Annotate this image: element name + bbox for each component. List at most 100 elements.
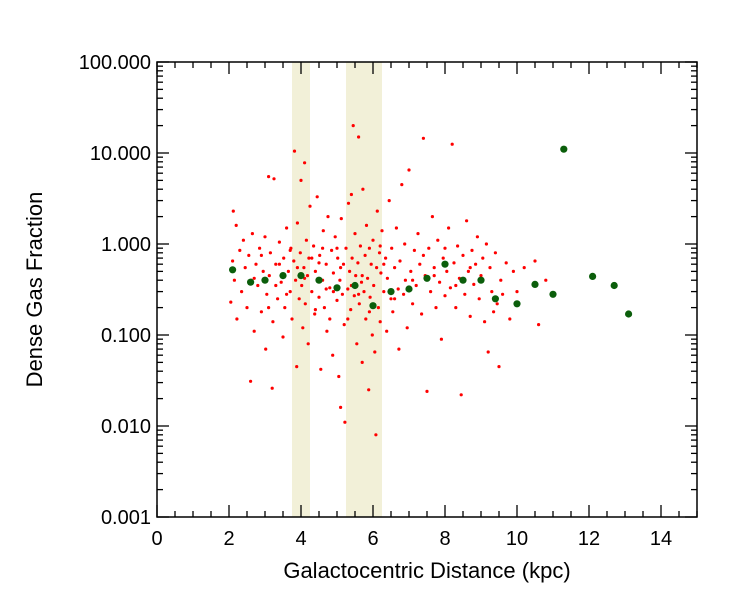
y-tick-label: 100.000	[79, 52, 151, 74]
green-point-3	[279, 272, 287, 280]
red-point-169	[447, 226, 451, 230]
green-point-16	[513, 300, 521, 308]
red-point-82	[338, 278, 342, 282]
red-point-31	[276, 297, 280, 301]
x-tick-label: 14	[650, 528, 672, 550]
red-point-188	[481, 256, 485, 260]
red-point-62	[313, 312, 317, 316]
red-point-3	[232, 278, 236, 282]
red-point-173	[454, 306, 458, 310]
y-tick-label: 0.100	[101, 325, 151, 347]
red-point-177	[461, 253, 465, 257]
red-point-126	[378, 320, 382, 324]
red-point-117	[370, 333, 374, 337]
red-point-202	[511, 269, 515, 273]
red-point-205	[533, 259, 537, 263]
red-point-34	[281, 335, 285, 339]
green-point-22	[625, 310, 633, 318]
red-point-93	[349, 308, 353, 312]
x-tick-label: 10	[506, 528, 528, 550]
red-point-37	[285, 226, 289, 230]
red-point-161	[432, 266, 436, 270]
red-point-137	[393, 266, 397, 270]
red-point-134	[389, 297, 393, 301]
red-point-42	[292, 259, 296, 263]
red-point-53	[303, 161, 307, 165]
red-point-106	[360, 360, 364, 364]
red-point-190	[484, 242, 488, 246]
x-tick-label: 2	[223, 528, 234, 550]
red-point-163	[436, 238, 440, 242]
plot-frame	[156, 61, 698, 518]
green-point-20	[589, 272, 597, 280]
red-point-150	[412, 248, 416, 252]
red-point-220	[324, 287, 328, 291]
red-point-197	[497, 365, 501, 369]
red-point-229	[443, 246, 447, 250]
red-point-66	[318, 253, 322, 257]
red-point-29	[272, 177, 276, 181]
red-point-171	[450, 142, 454, 146]
red-point-228	[432, 274, 436, 278]
red-point-18	[258, 246, 262, 250]
red-point-144	[403, 242, 407, 246]
red-point-147	[407, 168, 411, 172]
red-point-105	[359, 280, 364, 284]
red-point-224	[378, 244, 382, 248]
red-point-114	[367, 246, 371, 250]
axis-ticks	[156, 61, 698, 518]
red-point-45	[295, 365, 299, 369]
green-point-13	[459, 276, 467, 284]
red-point-124	[376, 306, 380, 310]
red-point-189	[483, 320, 487, 324]
red-point-142	[400, 183, 404, 187]
red-point-89	[344, 246, 348, 250]
red-point-198	[499, 278, 503, 282]
red-point-24	[267, 175, 271, 179]
red-point-151	[414, 283, 418, 288]
green-point-5	[315, 276, 323, 284]
red-point-21	[263, 235, 267, 239]
y-tick-label: 10.000	[90, 143, 151, 165]
red-point-193	[490, 290, 494, 294]
red-point-129	[382, 290, 386, 294]
red-point-80	[336, 256, 340, 260]
red-point-12	[249, 379, 253, 383]
red-point-168	[445, 269, 449, 273]
red-point-73	[326, 215, 330, 219]
red-point-46	[295, 221, 299, 225]
red-point-166	[441, 256, 445, 260]
red-point-121	[374, 433, 378, 437]
red-point-192	[488, 266, 492, 270]
green-series	[229, 145, 633, 318]
red-point-222	[346, 317, 350, 321]
red-point-206	[537, 323, 541, 327]
red-point-233	[259, 253, 263, 257]
red-point-209	[321, 246, 325, 250]
red-point-225	[393, 297, 397, 301]
red-point-11	[247, 253, 251, 257]
red-point-203	[515, 290, 519, 294]
red-point-2	[231, 209, 235, 213]
red-point-122	[375, 266, 379, 270]
green-point-6	[333, 284, 341, 292]
red-point-143	[402, 292, 406, 296]
red-point-128	[380, 229, 384, 233]
red-point-19	[259, 310, 263, 314]
red-point-176	[459, 393, 463, 397]
red-point-236	[288, 248, 292, 252]
green-point-14	[477, 276, 485, 284]
red-point-180	[466, 269, 470, 273]
red-point-33	[279, 280, 283, 284]
red-point-239	[328, 317, 332, 321]
red-point-50	[300, 283, 304, 288]
red-point-200	[504, 261, 508, 265]
y-tick-label: 0.010	[101, 416, 151, 438]
red-point-165	[439, 337, 443, 341]
shaded-band-2	[346, 62, 382, 517]
red-point-84	[339, 217, 343, 221]
red-point-118	[371, 238, 375, 242]
red-point-112	[366, 276, 370, 280]
red-point-139	[396, 287, 400, 291]
